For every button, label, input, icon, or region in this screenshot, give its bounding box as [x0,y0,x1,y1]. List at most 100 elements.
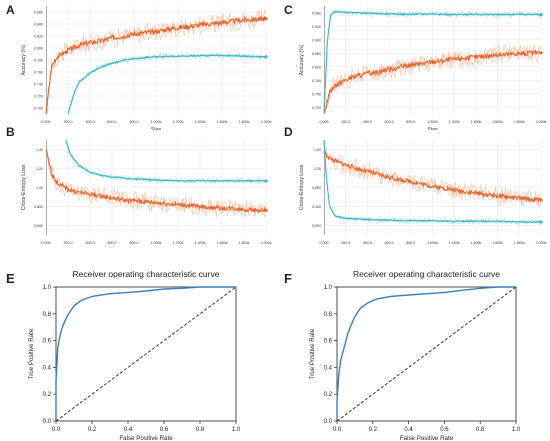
series-end-point [539,13,543,17]
x-tick-label: 0.0 [333,427,342,433]
x-tick-label: 200.0 [64,241,73,245]
roc-curve-line [55,286,236,421]
series-end-point [264,208,268,212]
y-tick-label: 0.740 [34,83,43,87]
panel-label-b: B [6,125,15,139]
series-end-point [539,198,543,202]
x-tick-label: 1.600k [217,241,228,245]
chart-d-loss: 0.000 200.0 400.0 600.0 800.0 1.000k 1.200k 1.4… [299,139,547,245]
x-tick-label: 0.8 [476,427,485,433]
panel-label-a: A [6,3,15,17]
x-tick-label: 0.2 [88,427,97,433]
series-line [45,15,266,115]
y-tick-label: 0.720 [34,95,43,99]
panel-label-f: F [284,271,292,286]
x-tick-label: 1.800k [514,120,525,124]
y-tick-label: 0.800 [312,186,321,190]
y-tick-label: 1.60 [314,148,321,152]
x-tick-label: 400.0 [363,120,372,124]
x-tick-label: 400.0 [86,241,95,245]
y-tick-label: 1.0 [43,285,52,291]
y-tick-label: 1.40 [36,148,43,152]
x-axis-label: Step [427,127,438,130]
y-tick-label: 0.980 [312,11,321,15]
y-tick-label: 0.4 [324,365,333,371]
x-tick-label: 600.0 [108,120,117,124]
x-tick-label: 1.400k [195,241,206,245]
raw-series-line [45,15,267,109]
series-end-point [539,220,543,224]
y-axis-label: True Positive Rate [309,328,316,379]
x-tick-label: 2.000k [261,241,272,245]
x-tick-label: 200.0 [341,241,350,245]
x-tick-label: 600.0 [108,241,117,245]
y-tick-label: 0.600 [34,224,43,228]
y-tick-label: 0.4 [43,365,52,371]
x-tick-label: 800.0 [406,241,415,245]
x-tick-label: 200.0 [341,120,350,124]
x-tick-label: 800.0 [130,120,139,124]
chart-a-accuracy: 0.000 200.0 400.0 600.0 800.0 1.000k 1.200k 1.4… [21,6,272,130]
x-tick-label: 800.0 [130,241,139,245]
y-tick-label: 0.0 [43,419,52,425]
series-line [45,149,267,214]
y-tick-label: 0.2 [324,392,333,398]
chart-title: Receiver operating characteristic curve [73,269,220,279]
y-tick-label: 0.8 [43,312,52,318]
y-tick-label: 0.700 [34,107,43,111]
x-tick-label: 0.4 [404,427,413,433]
x-axis-label: Step [151,127,162,130]
x-tick-label: 2.000k [261,120,272,124]
y-tick-label: 0.800 [34,47,43,51]
x-tick-label: 1.800k [514,241,525,245]
series-line [323,150,542,204]
y-tick-label: 0.860 [312,52,321,56]
y-tick-label: 0.820 [312,65,321,69]
series-end-point [264,55,268,59]
x-tick-label: 800.0 [406,120,415,124]
y-axis-label: Accuracy (%) [21,44,27,75]
y-tick-label: 0.6 [324,339,333,345]
y-tick-label: 0.6 [43,339,52,345]
y-tick-label: 1.0 [324,285,333,291]
chart-e-roc: Receiver operating characteristic curve 0… [28,269,241,441]
x-tick-label: 1.400k [195,120,206,124]
y-axis-label: Accuracy (%) [299,44,305,75]
x-tick-label: 1.400k [471,120,482,124]
x-tick-label: 0.000 [42,120,51,124]
x-tick-label: 1.0 [512,427,521,433]
x-tick-label: 1.600k [492,241,503,245]
x-tick-label: 0.000 [320,120,329,124]
y-axis-label: Cross-Entropy Loss [21,164,27,210]
y-axis-label: Cross-Entropy Loss [299,164,305,210]
series-line [323,140,542,224]
raw-series-line [67,52,267,113]
series-line [323,10,542,114]
series-end-point [264,17,268,21]
y-tick-label: 0.400 [312,205,321,209]
roc-curve-line [336,286,516,421]
x-tick-label: 0.000 [42,241,51,245]
x-tick-label: 1.400k [471,241,482,245]
y-axis-label: True Positive Rate [28,328,35,379]
chance-diagonal-line [55,286,237,422]
x-tick-label: 1.600k [217,120,228,124]
y-tick-label: 0.740 [312,92,321,96]
panel-label-d: D [284,125,293,139]
y-tick-label: 1.20 [314,167,321,171]
x-tick-label: 1.000k [427,120,438,124]
chart-title: Receiver operating characteristic curve [353,269,500,279]
x-tick-label: 1.200k [449,120,460,124]
x-tick-label: 1.000k [151,120,162,124]
x-tick-label: 1.000k [151,241,162,245]
series-end-point [264,179,268,183]
x-axis-label: False Positive Rate [119,435,173,441]
series-end-point [539,51,543,55]
panel-label-e: E [6,271,15,286]
x-tick-label: 600.0 [385,120,394,124]
x-tick-label: 0.0 [52,427,61,433]
raw-series-line [45,146,267,216]
y-tick-label: 0.000 [312,224,321,228]
y-tick-label: 0.8 [324,312,333,318]
chart-b-loss: 0.000 200.0 400.0 600.0 800.0 1.000k 1.200k 1.4… [21,139,272,245]
